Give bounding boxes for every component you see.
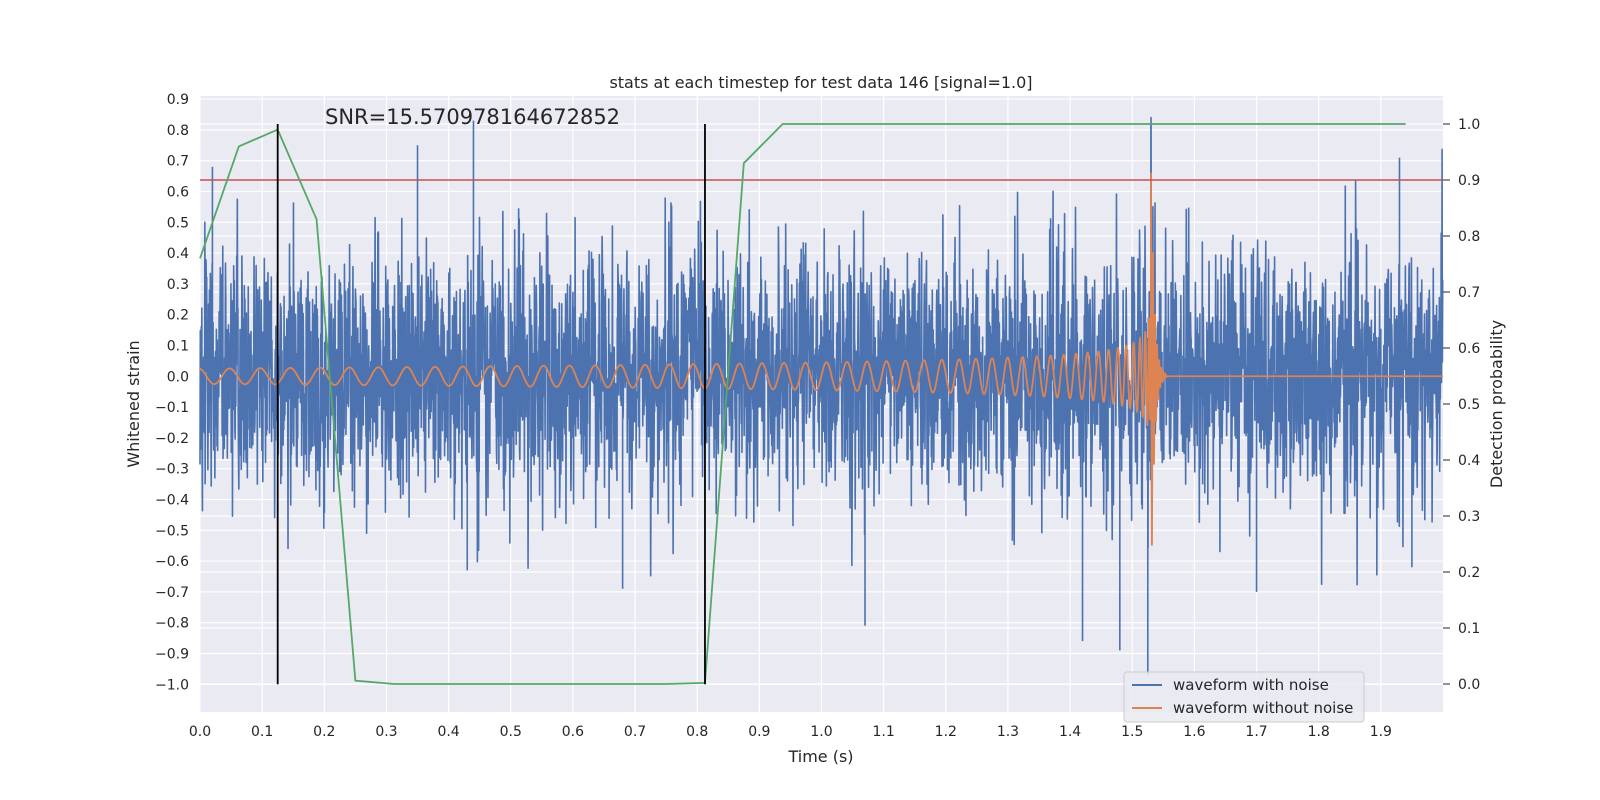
- y-left-tick-label: 0.2: [167, 308, 189, 324]
- y-left-tick-label: −0.4: [155, 492, 189, 508]
- y-left-tick-label: 0.3: [167, 277, 189, 293]
- x-tick-label: 1.2: [935, 724, 957, 740]
- y-axis-right-ticks: 1.0 0.9 0.8 0.7 0.6 0.5 0.4 0.3 0.2 0.1 0.0: [1443, 117, 1480, 693]
- x-tick-label: 1.0: [810, 724, 832, 740]
- x-axis-label: Time (s): [787, 747, 853, 766]
- y-left-tick-label: 0.0: [167, 369, 189, 385]
- x-tick-label: 0.7: [624, 724, 646, 740]
- x-tick-label: 1.6: [1183, 724, 1205, 740]
- y-left-tick-label: 0.7: [167, 154, 189, 170]
- y-right-tick-label: 1.0: [1458, 117, 1480, 133]
- x-tick-label: 1.9: [1370, 724, 1392, 740]
- y-right-tick-label: 0.8: [1458, 229, 1480, 245]
- y-left-tick-label: 0.6: [167, 184, 189, 200]
- x-tick-label: 1.8: [1308, 724, 1330, 740]
- series-waveform-without-noise: [199, 172, 1443, 546]
- y-left-tick-label: −1.0: [155, 677, 189, 693]
- y-left-tick-label: 0.5: [167, 215, 189, 231]
- y-right-tick-label: 0.9: [1458, 173, 1480, 189]
- legend-label-clean: waveform without noise: [1173, 699, 1353, 717]
- y-left-tick-label: −0.8: [155, 616, 189, 632]
- y-right-tick-label: 0.0: [1458, 677, 1480, 693]
- x-tick-label: 0.8: [686, 724, 708, 740]
- y-left-tick-label: 0.4: [167, 246, 189, 262]
- x-tick-label: 0.9: [748, 724, 770, 740]
- x-tick-label: 1.1: [873, 724, 895, 740]
- x-tick-label: 0.5: [500, 724, 522, 740]
- y-right-tick-label: 0.2: [1458, 565, 1480, 581]
- x-tick-label: 0.1: [251, 724, 273, 740]
- y-left-tick-label: −0.2: [155, 431, 189, 447]
- x-axis-ticks: 0.0 0.1 0.2 0.3 0.4 0.5 0.6 0.7 0.8 0.9 1.0 1.1 1.2 1…: [189, 724, 1392, 740]
- y-right-tick-label: 0.3: [1458, 509, 1480, 525]
- y-left-tick-label: −0.7: [155, 585, 189, 601]
- x-tick-label: 0.6: [562, 724, 584, 740]
- y-axis-left-ticks: 0.9 0.8 0.7 0.6 0.5 0.4 0.3 0.2 0.1 0.0 −0.1 −0.2 −0…: [155, 92, 189, 693]
- legend-box: [1123, 671, 1365, 723]
- y-right-tick-label: 0.4: [1458, 453, 1480, 469]
- y-left-tick-label: 0.8: [167, 123, 189, 139]
- y-left-tick-label: −0.5: [155, 523, 189, 539]
- y-left-tick-label: −0.9: [155, 646, 189, 662]
- y-left-tick-label: −0.3: [155, 462, 189, 478]
- markers-layer: [276, 124, 706, 685]
- y-right-tick-label: 0.7: [1458, 285, 1480, 301]
- y-left-tick-label: −0.1: [155, 400, 189, 416]
- snr-annotation: SNR=15.570978164672852: [325, 105, 620, 129]
- x-tick-label: 1.7: [1245, 724, 1267, 740]
- y-right-tick-label: 0.1: [1458, 621, 1480, 637]
- y-left-tick-label: 0.9: [167, 92, 189, 108]
- y-left-tick-label: −0.6: [155, 554, 189, 570]
- y-left-tick-label: 0.1: [167, 338, 189, 354]
- x-tick-label: 0.2: [313, 724, 335, 740]
- y-axis-left-label: Whitened strain: [124, 340, 143, 467]
- x-tick-label: 1.3: [997, 724, 1019, 740]
- chart-title: stats at each timestep for test data 146…: [609, 73, 1032, 92]
- series-detection-probability: [199, 123, 1406, 685]
- legend-label-noise: waveform with noise: [1173, 676, 1329, 694]
- x-tick-label: 0.0: [189, 724, 211, 740]
- y-right-tick-label: 0.5: [1458, 397, 1480, 413]
- legend: waveform with noise waveform without noi…: [1123, 671, 1365, 723]
- x-tick-label: 0.3: [375, 724, 397, 740]
- y-right-tick-label: 0.6: [1458, 341, 1480, 357]
- x-tick-label: 0.4: [437, 724, 459, 740]
- x-tick-label: 1.5: [1121, 724, 1143, 740]
- y-axis-right-label: Detection probability: [1487, 320, 1506, 488]
- x-tick-label: 1.4: [1059, 724, 1081, 740]
- series-layer: [199, 116, 1444, 685]
